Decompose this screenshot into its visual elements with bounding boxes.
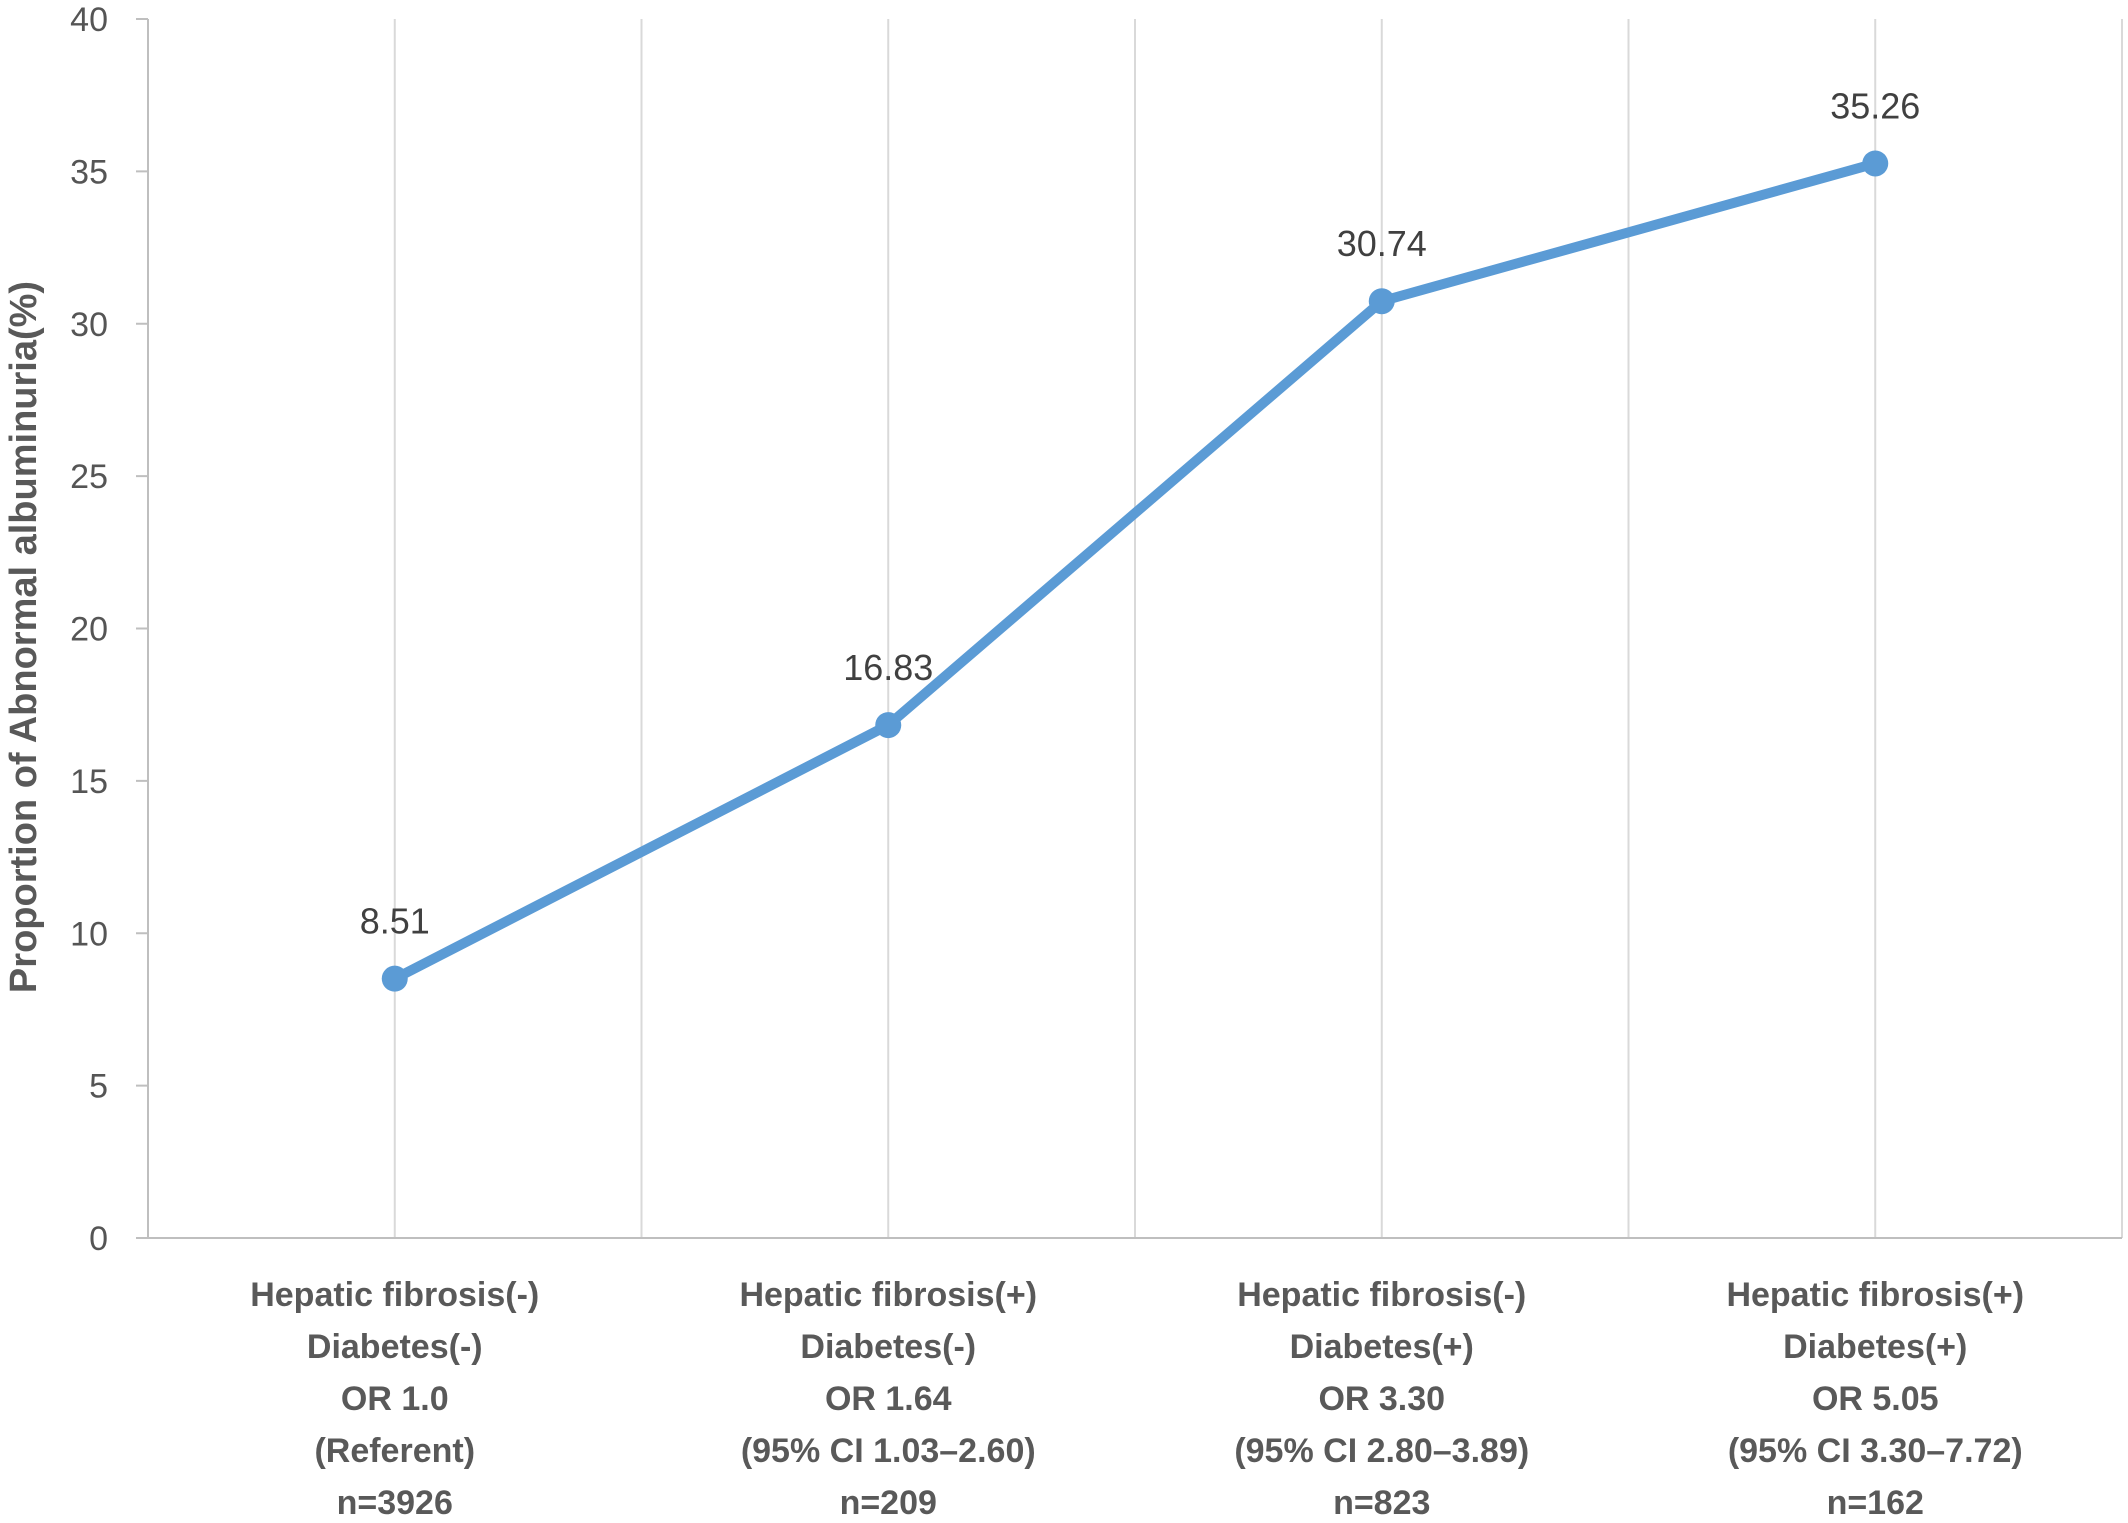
data-label: 16.83 [843, 647, 933, 688]
x-category-label-line: Diabetes(-) [307, 1328, 483, 1366]
x-category-label-line: n=209 [840, 1484, 937, 1522]
x-category-label-line: (95% CI 3.30–7.72) [1728, 1432, 2023, 1470]
y-tick-label: 0 [89, 1220, 108, 1258]
series-line [389, 158, 1881, 984]
y-axis-title: Proportion of Abnormal albuminuria(%) [3, 281, 45, 993]
y-tick-label: 20 [70, 611, 108, 649]
x-category-label: Hepatic fibrosis(-) Diabetes(-) OR 1.0 (Ref… [250, 1276, 539, 1522]
x-category-label-line: Hepatic fibrosis(+) [739, 1276, 1037, 1314]
y-tick-label: 5 [89, 1068, 108, 1106]
category-labels: Hepatic fibrosis(-) Diabetes(-) OR 1.0 (Ref… [250, 1276, 2024, 1522]
data-point [381, 965, 408, 992]
x-category-label-line: (95% CI 1.03–2.60) [741, 1432, 1036, 1470]
y-tick-label: 15 [70, 763, 108, 801]
data-label: 35.26 [1830, 85, 1920, 126]
x-category-label-line: (95% CI 2.80–3.89) [1234, 1432, 1529, 1470]
x-category-label-line: n=162 [1827, 1484, 1924, 1522]
x-category-label-line: (Referent) [314, 1432, 475, 1470]
x-category-label-line: Hepatic fibrosis(-) [250, 1276, 539, 1314]
y-tick-label: 10 [70, 915, 108, 953]
x-category-label-line: n=823 [1333, 1484, 1430, 1522]
data-label: 30.74 [1337, 223, 1427, 264]
x-category-label-line: Diabetes(-) [800, 1328, 976, 1366]
x-category-label-line: Hepatic fibrosis(-) [1237, 1276, 1526, 1314]
x-category-label-line: n=3926 [337, 1484, 453, 1522]
series-abnormal-albuminuria [381, 150, 1889, 992]
data-point [1862, 150, 1889, 177]
x-category-label-line: Diabetes(+) [1783, 1328, 1967, 1366]
y-tick-label: 35 [70, 153, 108, 191]
y-tick-label: 25 [70, 458, 108, 496]
y-tick-labels: 0 5 10 15 20 25 30 35 40 [70, 1, 148, 1258]
data-labels: 8.51 16.83 30.74 35.26 [360, 85, 1921, 941]
x-category-label-line: OR 1.64 [825, 1380, 952, 1418]
y-tick-label: 30 [70, 306, 108, 344]
x-category-label-line: Diabetes(+) [1290, 1328, 1474, 1366]
x-category-label-line: OR 5.05 [1812, 1380, 1939, 1418]
x-category-label-line: OR 3.30 [1318, 1380, 1445, 1418]
data-point [875, 712, 902, 739]
x-category-label: Hepatic fibrosis(+) Diabetes(-) OR 1.64 (95… [739, 1276, 1037, 1522]
x-category-label-line: Hepatic fibrosis(+) [1726, 1276, 2024, 1314]
grid-lines [393, 19, 2123, 1238]
x-category-label-line: OR 1.0 [341, 1380, 449, 1418]
y-tick-label: 40 [70, 1, 108, 39]
data-label: 8.51 [360, 901, 430, 942]
x-category-label: Hepatic fibrosis(-) Diabetes(+) OR 3.30 (95… [1234, 1276, 1529, 1522]
data-point [1368, 288, 1395, 315]
x-category-label: Hepatic fibrosis(+) Diabetes(+) OR 5.05 (95… [1726, 1276, 2024, 1522]
